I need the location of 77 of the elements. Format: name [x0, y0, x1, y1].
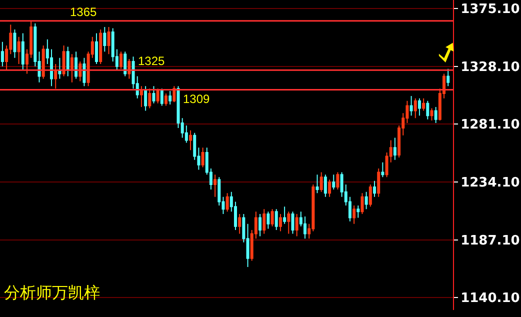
ref-line-label: 1325	[138, 54, 166, 68]
candlestick	[352, 204, 356, 224]
y-tick-label: 1140.10	[460, 291, 520, 306]
ref-line-label: 1365	[70, 5, 98, 19]
candlestick	[0, 41, 4, 67]
candlestick	[410, 95, 413, 116]
candlestick	[54, 63, 58, 90]
candlestick	[17, 36, 20, 64]
candlestick	[368, 184, 372, 208]
candlestick	[156, 88, 160, 104]
candlestick	[103, 26, 106, 52]
candlestick	[266, 211, 270, 230]
candlestick	[168, 90, 172, 106]
candlestick	[128, 58, 131, 80]
candlestick	[120, 51, 123, 70]
candlestick	[270, 208, 274, 227]
candlestick	[316, 174, 319, 194]
candlestick	[426, 100, 430, 120]
y-tick-label: 1375.10	[460, 2, 520, 18]
candlestick	[278, 214, 282, 232]
candlestick	[94, 32, 98, 64]
candlestick	[332, 174, 336, 190]
candlestick	[42, 45, 45, 80]
candlestick	[393, 137, 396, 160]
candlestick	[373, 180, 376, 198]
candlestick	[324, 174, 327, 198]
candlestick	[262, 208, 266, 234]
candlestick	[13, 29, 16, 58]
candlestick	[418, 98, 421, 116]
candlestick	[430, 108, 434, 122]
candlestick	[287, 211, 290, 234]
candlestick	[107, 26, 110, 55]
candlestick	[446, 68, 450, 87]
candlestick	[377, 168, 380, 198]
candlestick	[164, 92, 168, 106]
candlestick	[422, 98, 426, 112]
candlestick	[21, 32, 24, 71]
candlestick	[214, 174, 217, 198]
candlestick	[58, 57, 62, 80]
candlestick	[124, 51, 127, 77]
candlestick	[434, 106, 438, 124]
candlestick	[201, 147, 204, 168]
candlestick	[152, 86, 156, 104]
candlestick	[172, 86, 176, 103]
candlestick	[99, 29, 102, 64]
ref-line-label: 1309	[183, 92, 210, 106]
candlestick	[356, 204, 360, 218]
y-tick-label: 1281.10	[460, 118, 520, 133]
candlestick	[78, 61, 82, 82]
candlestick	[74, 51, 78, 80]
candlestick	[258, 214, 262, 237]
candlestick	[381, 162, 384, 178]
candlestick	[160, 88, 164, 106]
candlestick	[328, 179, 332, 198]
candlestick	[148, 88, 152, 109]
candlestick	[140, 86, 143, 108]
y-tick-label: 1187.10	[460, 233, 520, 248]
y-tick-label: 1234.10	[460, 175, 520, 190]
candlestick	[70, 54, 74, 83]
candlestick	[66, 46, 70, 77]
candlestick	[291, 211, 294, 234]
candlestick	[144, 86, 148, 112]
candlestick	[283, 206, 286, 224]
candlestick	[320, 172, 323, 192]
candlestick	[189, 130, 192, 151]
annotation: 分析师万凯梓	[4, 283, 100, 302]
y-tick-label: 1328.10	[460, 60, 520, 75]
candlestick	[82, 57, 86, 87]
candlestick	[62, 45, 66, 77]
candlestick	[274, 208, 278, 231]
candlestick	[336, 172, 340, 190]
candlestick	[238, 214, 242, 234]
candlestick	[364, 191, 368, 210]
candlestick	[360, 192, 364, 215]
candlestick	[226, 192, 229, 212]
candlestick	[414, 98, 417, 119]
candlestick	[295, 214, 298, 237]
